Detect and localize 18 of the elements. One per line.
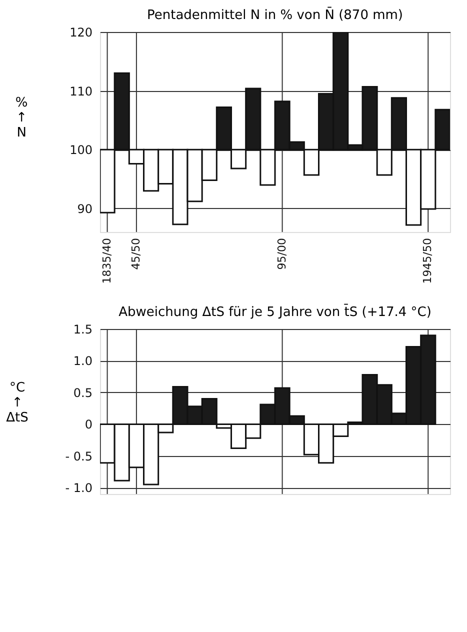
y-tick-label: 0.5 [73, 386, 92, 400]
y-axis-title: °C ↑ ΔtS [6, 380, 28, 426]
y-tick-label: 1.0 [73, 354, 92, 368]
y-tick-label: 120 [70, 26, 92, 40]
x-tick-label: 1945/50 [421, 238, 434, 284]
x-tick-label: 95/00 [275, 238, 288, 270]
x-tick-label: 1835/40 [100, 238, 114, 284]
y-tick-label: 100 [70, 143, 92, 158]
y-tick-label: 90 [77, 202, 92, 216]
x-tick-label: 45/50 [129, 238, 142, 270]
y-tick-label: 0 [84, 418, 92, 432]
chart-title: Pentadenmittel N in % von N̄ (870 mm) [147, 6, 403, 23]
y-tick-label: - 0.5 [65, 449, 92, 464]
y-axis-title: % ↑ N [15, 96, 28, 140]
y-tick-label: 1.5 [73, 322, 92, 336]
y-tick-label: 110 [70, 84, 92, 98]
chart-title: Abweichung ΔtS für je 5 Jahre von t̄S (+17.4 °C) [118, 304, 432, 320]
y-tick-label: - 1.0 [65, 481, 92, 496]
